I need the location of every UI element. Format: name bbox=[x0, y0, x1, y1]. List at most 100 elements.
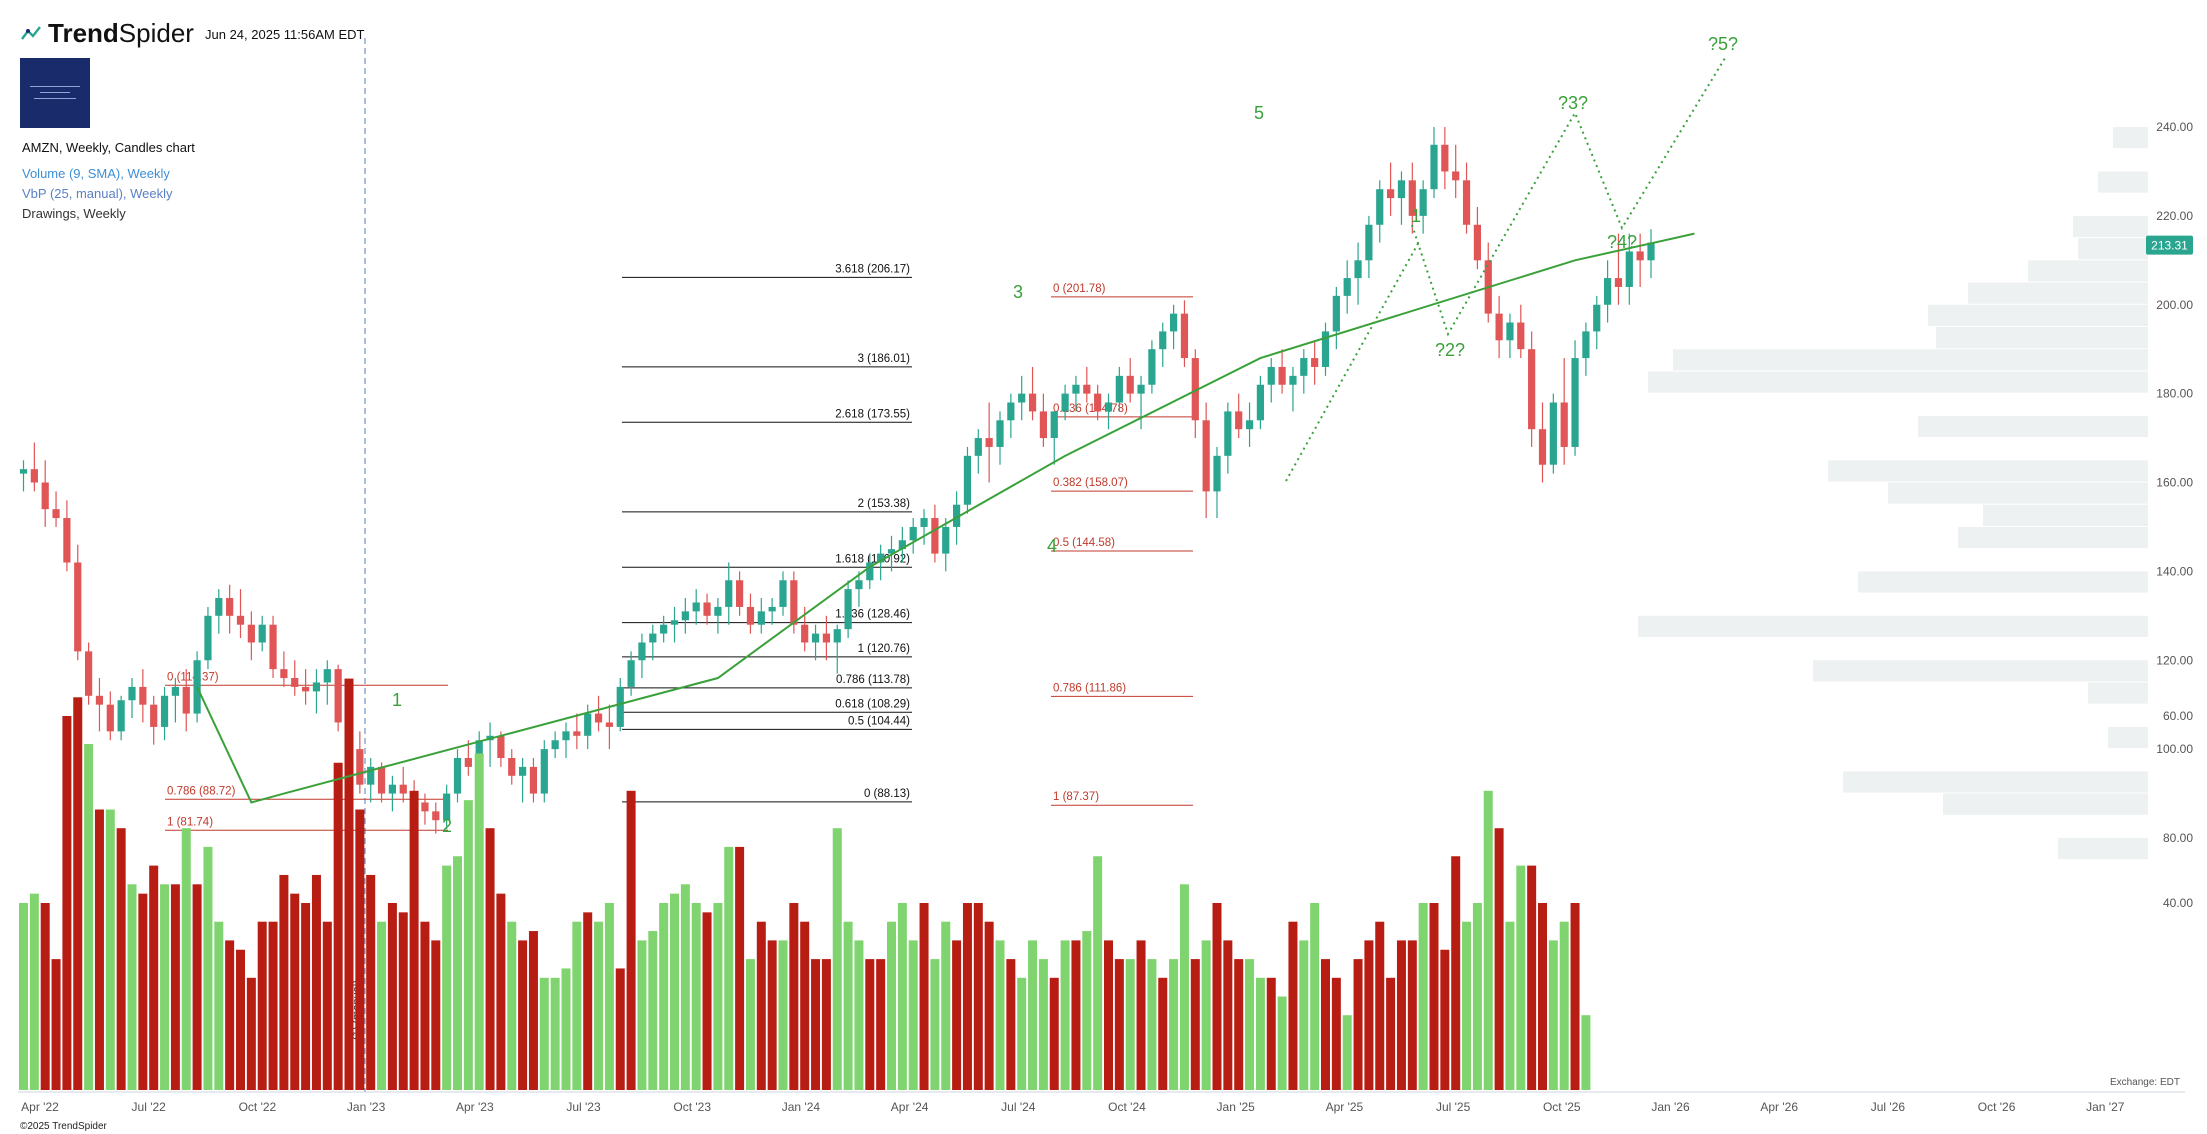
candle-body bbox=[160, 695, 169, 727]
x-axis-tick: Apr '25 bbox=[1326, 1100, 1364, 1114]
vbp-bar bbox=[2088, 682, 2148, 704]
candle-body bbox=[562, 731, 570, 741]
volume-bar bbox=[1093, 856, 1103, 1090]
candle-body bbox=[1647, 242, 1655, 261]
volume-bar bbox=[149, 865, 159, 1090]
volume-bar bbox=[19, 903, 28, 1090]
candle-body bbox=[280, 669, 288, 679]
y-axis-tick: 160.00 bbox=[2156, 476, 2193, 490]
volume-bar bbox=[854, 940, 864, 1090]
exchange-label: Exchange: EDT bbox=[2110, 1077, 2180, 1088]
candle-body bbox=[963, 455, 972, 505]
volume-bar bbox=[528, 931, 538, 1090]
symbol-logo bbox=[20, 58, 90, 128]
brand-name-light: Spider bbox=[118, 18, 194, 48]
volume-bar bbox=[1407, 940, 1417, 1090]
fib-level-label: 0.382 (158.07) bbox=[1053, 477, 1128, 489]
volume-bar bbox=[225, 940, 235, 1090]
candle-body bbox=[714, 606, 722, 616]
vbp-bar bbox=[2113, 127, 2148, 149]
volume-bar bbox=[626, 790, 636, 1090]
volume-bar bbox=[344, 678, 354, 1090]
vbp-bar bbox=[2098, 171, 2148, 193]
projected-trendline bbox=[1285, 239, 1421, 482]
trendspider-icon bbox=[21, 25, 41, 40]
y-axis-tick: 180.00 bbox=[2156, 387, 2193, 401]
x-axis-tick: Oct '24 bbox=[1108, 1100, 1146, 1114]
fib-level-label: 0.5 (104.44) bbox=[848, 715, 910, 727]
wave-label: 4 bbox=[1047, 536, 1057, 556]
candle-body bbox=[269, 624, 277, 670]
candle-body bbox=[1018, 393, 1026, 403]
volume-bar bbox=[290, 893, 300, 1090]
candle-body bbox=[1235, 411, 1243, 430]
candle-body bbox=[920, 518, 928, 527]
volume-bar bbox=[1277, 996, 1287, 1090]
candle-body bbox=[1202, 420, 1210, 492]
candle-body bbox=[877, 553, 885, 563]
volume-bar bbox=[1223, 940, 1233, 1090]
copyright: ©2025 TrendSpider bbox=[20, 1121, 107, 1132]
volume-bar bbox=[1483, 790, 1493, 1090]
indicator-volume[interactable]: Volume (9, SMA), Weekly bbox=[22, 166, 170, 181]
candle-body bbox=[1289, 375, 1297, 385]
indicator-vbp[interactable]: VbP (25, manual), Weekly bbox=[22, 186, 173, 201]
indicator-drawings[interactable]: Drawings, Weekly bbox=[22, 206, 126, 221]
candle-body bbox=[692, 602, 700, 612]
candle-body bbox=[508, 758, 516, 776]
volume-bar bbox=[1353, 959, 1363, 1090]
candle-body bbox=[1083, 384, 1091, 394]
candle-body bbox=[1115, 375, 1123, 403]
vbp-bar bbox=[2058, 838, 2148, 860]
candle-body bbox=[388, 784, 396, 794]
candle-body bbox=[1441, 144, 1449, 172]
candle-body bbox=[106, 704, 114, 732]
vbp-bar bbox=[1968, 282, 2148, 304]
volume-bar bbox=[1440, 949, 1450, 1090]
volume-bar bbox=[1114, 959, 1124, 1090]
volume-bar bbox=[1386, 977, 1396, 1090]
candle-body bbox=[1072, 384, 1080, 394]
volume-bar bbox=[1505, 921, 1515, 1090]
candle-body bbox=[887, 549, 896, 554]
volume-bar bbox=[1364, 940, 1374, 1090]
fib-level-label: 0 (88.13) bbox=[864, 788, 910, 800]
candle-body bbox=[1528, 349, 1536, 430]
wave-label: ?4? bbox=[1607, 232, 1637, 252]
x-axis-tick: Jan '24 bbox=[782, 1100, 821, 1114]
candle-body bbox=[594, 713, 603, 723]
volume-bar bbox=[1266, 977, 1276, 1090]
fib-level-label: 1 (81.74) bbox=[167, 816, 213, 828]
volume-bar bbox=[257, 921, 267, 1090]
candle-body bbox=[432, 811, 440, 821]
y-axis-tick: 120.00 bbox=[2156, 653, 2193, 667]
trendspider-logo: Trend Spider bbox=[20, 18, 194, 49]
candle-body bbox=[182, 686, 190, 714]
volume-bar bbox=[1494, 828, 1504, 1090]
volume-bar bbox=[713, 903, 723, 1090]
vbp-bar bbox=[1648, 371, 2148, 393]
candle-body bbox=[1625, 251, 1633, 287]
volume-bar bbox=[192, 884, 202, 1090]
volume-bar bbox=[767, 940, 777, 1090]
fib-level-label: 0.786 (88.72) bbox=[167, 785, 236, 797]
candle-body bbox=[1321, 331, 1330, 367]
volume-bar bbox=[453, 856, 462, 1090]
volume-bar bbox=[572, 921, 582, 1090]
volume-bar bbox=[268, 921, 278, 1090]
volume-bar bbox=[561, 968, 571, 1090]
candle-body bbox=[1332, 295, 1340, 332]
volume-bar bbox=[1104, 940, 1113, 1090]
volume-bar bbox=[246, 977, 256, 1090]
vbp-bar bbox=[2078, 238, 2148, 260]
volume-bar bbox=[214, 921, 224, 1090]
candle-body bbox=[953, 504, 961, 527]
volume-bar bbox=[952, 940, 962, 1090]
candle-body bbox=[1159, 331, 1167, 350]
volume-bar bbox=[51, 959, 61, 1090]
candle-body bbox=[974, 438, 982, 456]
volume-bar bbox=[1527, 865, 1537, 1090]
x-axis-tick: Jan '23 bbox=[347, 1100, 386, 1114]
candle-body bbox=[996, 420, 1004, 447]
